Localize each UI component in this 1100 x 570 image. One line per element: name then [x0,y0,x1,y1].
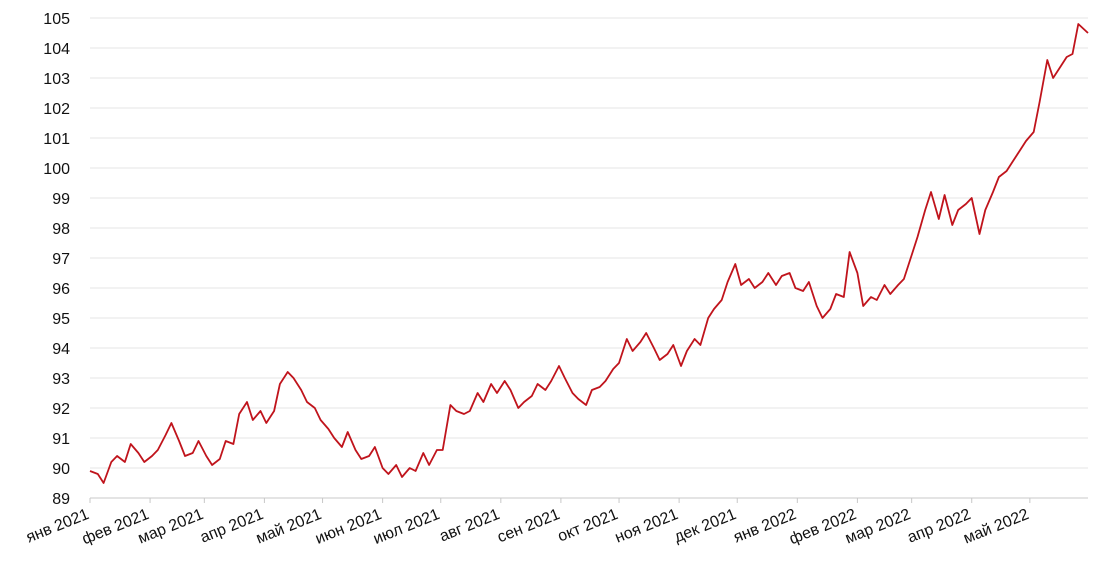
x-tick-label: янв 2022 [731,506,799,547]
y-tick-label: 92 [52,401,70,418]
x-tick-label: окт 2021 [555,506,620,546]
series-layer [89,23,1089,484]
y-tick-label: 95 [52,311,70,328]
y-tick-label: 100 [43,161,70,178]
y-tick-label: 103 [43,71,70,88]
x-tick-label: июл 2021 [371,506,442,548]
y-tick-label: 93 [52,371,70,388]
y-tick-label: 99 [52,191,70,208]
x-tick-label: июн 2021 [313,506,384,548]
y-axis: 89 90 91 92 93 94 95 96 97 98 99 100 101 102 103 104 105 [43,11,70,508]
y-tick-label: 91 [52,431,70,448]
series-line [89,23,1089,484]
x-tick-label: апр 2021 [198,506,266,547]
x-tick-label: май 2021 [254,506,324,548]
y-tick-label: 90 [52,461,70,478]
x-tick-label: сен 2021 [495,506,562,546]
y-tick-label: 105 [43,11,70,28]
x-tick-label: апр 2022 [905,506,973,547]
x-tick-label: ноя 2021 [613,506,681,547]
y-tick-label: 89 [52,491,70,508]
y-tick-label: 102 [43,101,70,118]
gridlines [90,17,1088,469]
x-tick-label: янв 2021 [24,506,92,547]
y-tick-label: 96 [52,281,70,298]
y-tick-label: 101 [43,131,70,148]
x-tick-label: дек 2021 [672,506,739,546]
y-tick-label: 97 [52,251,70,268]
y-tick-label: 98 [52,221,70,238]
x-tick-label: май 2022 [961,506,1031,548]
y-tick-label: 94 [52,341,70,358]
y-tick-label: 104 [43,41,70,58]
x-tick-label: авг 2021 [437,506,502,546]
